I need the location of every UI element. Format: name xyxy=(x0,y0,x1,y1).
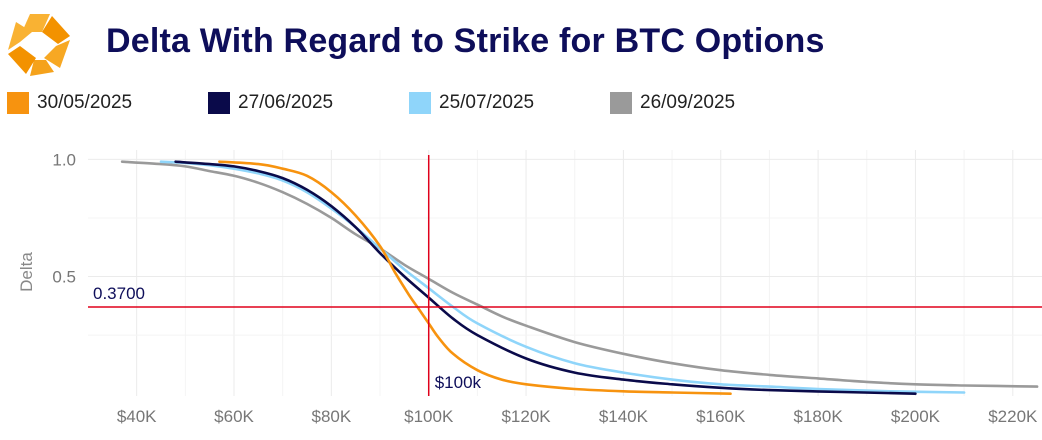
x-tick-label: $100K xyxy=(404,407,454,426)
x-tick-label: $180K xyxy=(794,407,844,426)
legend-swatch-gray xyxy=(610,92,632,114)
reference-label-vertical: $100k xyxy=(435,373,482,392)
x-tick-label: $60K xyxy=(214,407,254,426)
x-tick-label: $40K xyxy=(117,407,157,426)
x-tick-label: $220K xyxy=(988,407,1038,426)
legend-item: 26/09/2025 xyxy=(610,92,735,114)
series-line-25-07-2025 xyxy=(159,160,966,394)
chart-legend: 30/05/2025 27/06/2025 25/07/2025 26/09/2… xyxy=(0,92,1042,122)
reference-lines: 0.3700 $100k xyxy=(88,155,1042,396)
legend-label: 30/05/2025 xyxy=(37,92,133,113)
x-tick-label: $160K xyxy=(696,407,746,426)
x-tick-label: $140K xyxy=(599,407,649,426)
x-tick-label: $200K xyxy=(891,407,941,426)
series-line-27-06-2025 xyxy=(174,160,917,395)
grid-lines xyxy=(88,150,1042,396)
series-line-26-09-2025 xyxy=(120,160,1039,388)
axis-labels: $40K $60K $80K $100K $120K $140K $160K $180K $20… xyxy=(52,150,1038,426)
y-tick-label: 1.0 xyxy=(52,150,76,169)
y-axis-label: Delta xyxy=(17,252,36,292)
brand-logo xyxy=(8,14,70,76)
y-tick-label: 0.5 xyxy=(52,268,76,287)
legend-swatch-navy xyxy=(208,92,230,114)
reference-label-horizontal: 0.3700 xyxy=(93,284,145,303)
chart-title: Delta With Regard to Strike for BTC Opti… xyxy=(106,22,825,60)
legend-label: 27/06/2025 xyxy=(238,92,334,113)
legend-swatch-lightblue xyxy=(409,92,431,114)
legend-label: 26/09/2025 xyxy=(640,92,736,113)
series-line-30-05-2025 xyxy=(218,160,732,395)
x-tick-label: $80K xyxy=(312,407,352,426)
legend-swatch-orange xyxy=(7,92,29,114)
x-tick-label: $120K xyxy=(501,407,551,426)
legend-item: 27/06/2025 xyxy=(208,92,333,114)
legend-label: 25/07/2025 xyxy=(439,92,535,113)
legend-item: 25/07/2025 xyxy=(409,92,534,114)
legend-item: 30/05/2025 xyxy=(7,92,132,114)
series-lines xyxy=(120,160,1039,395)
